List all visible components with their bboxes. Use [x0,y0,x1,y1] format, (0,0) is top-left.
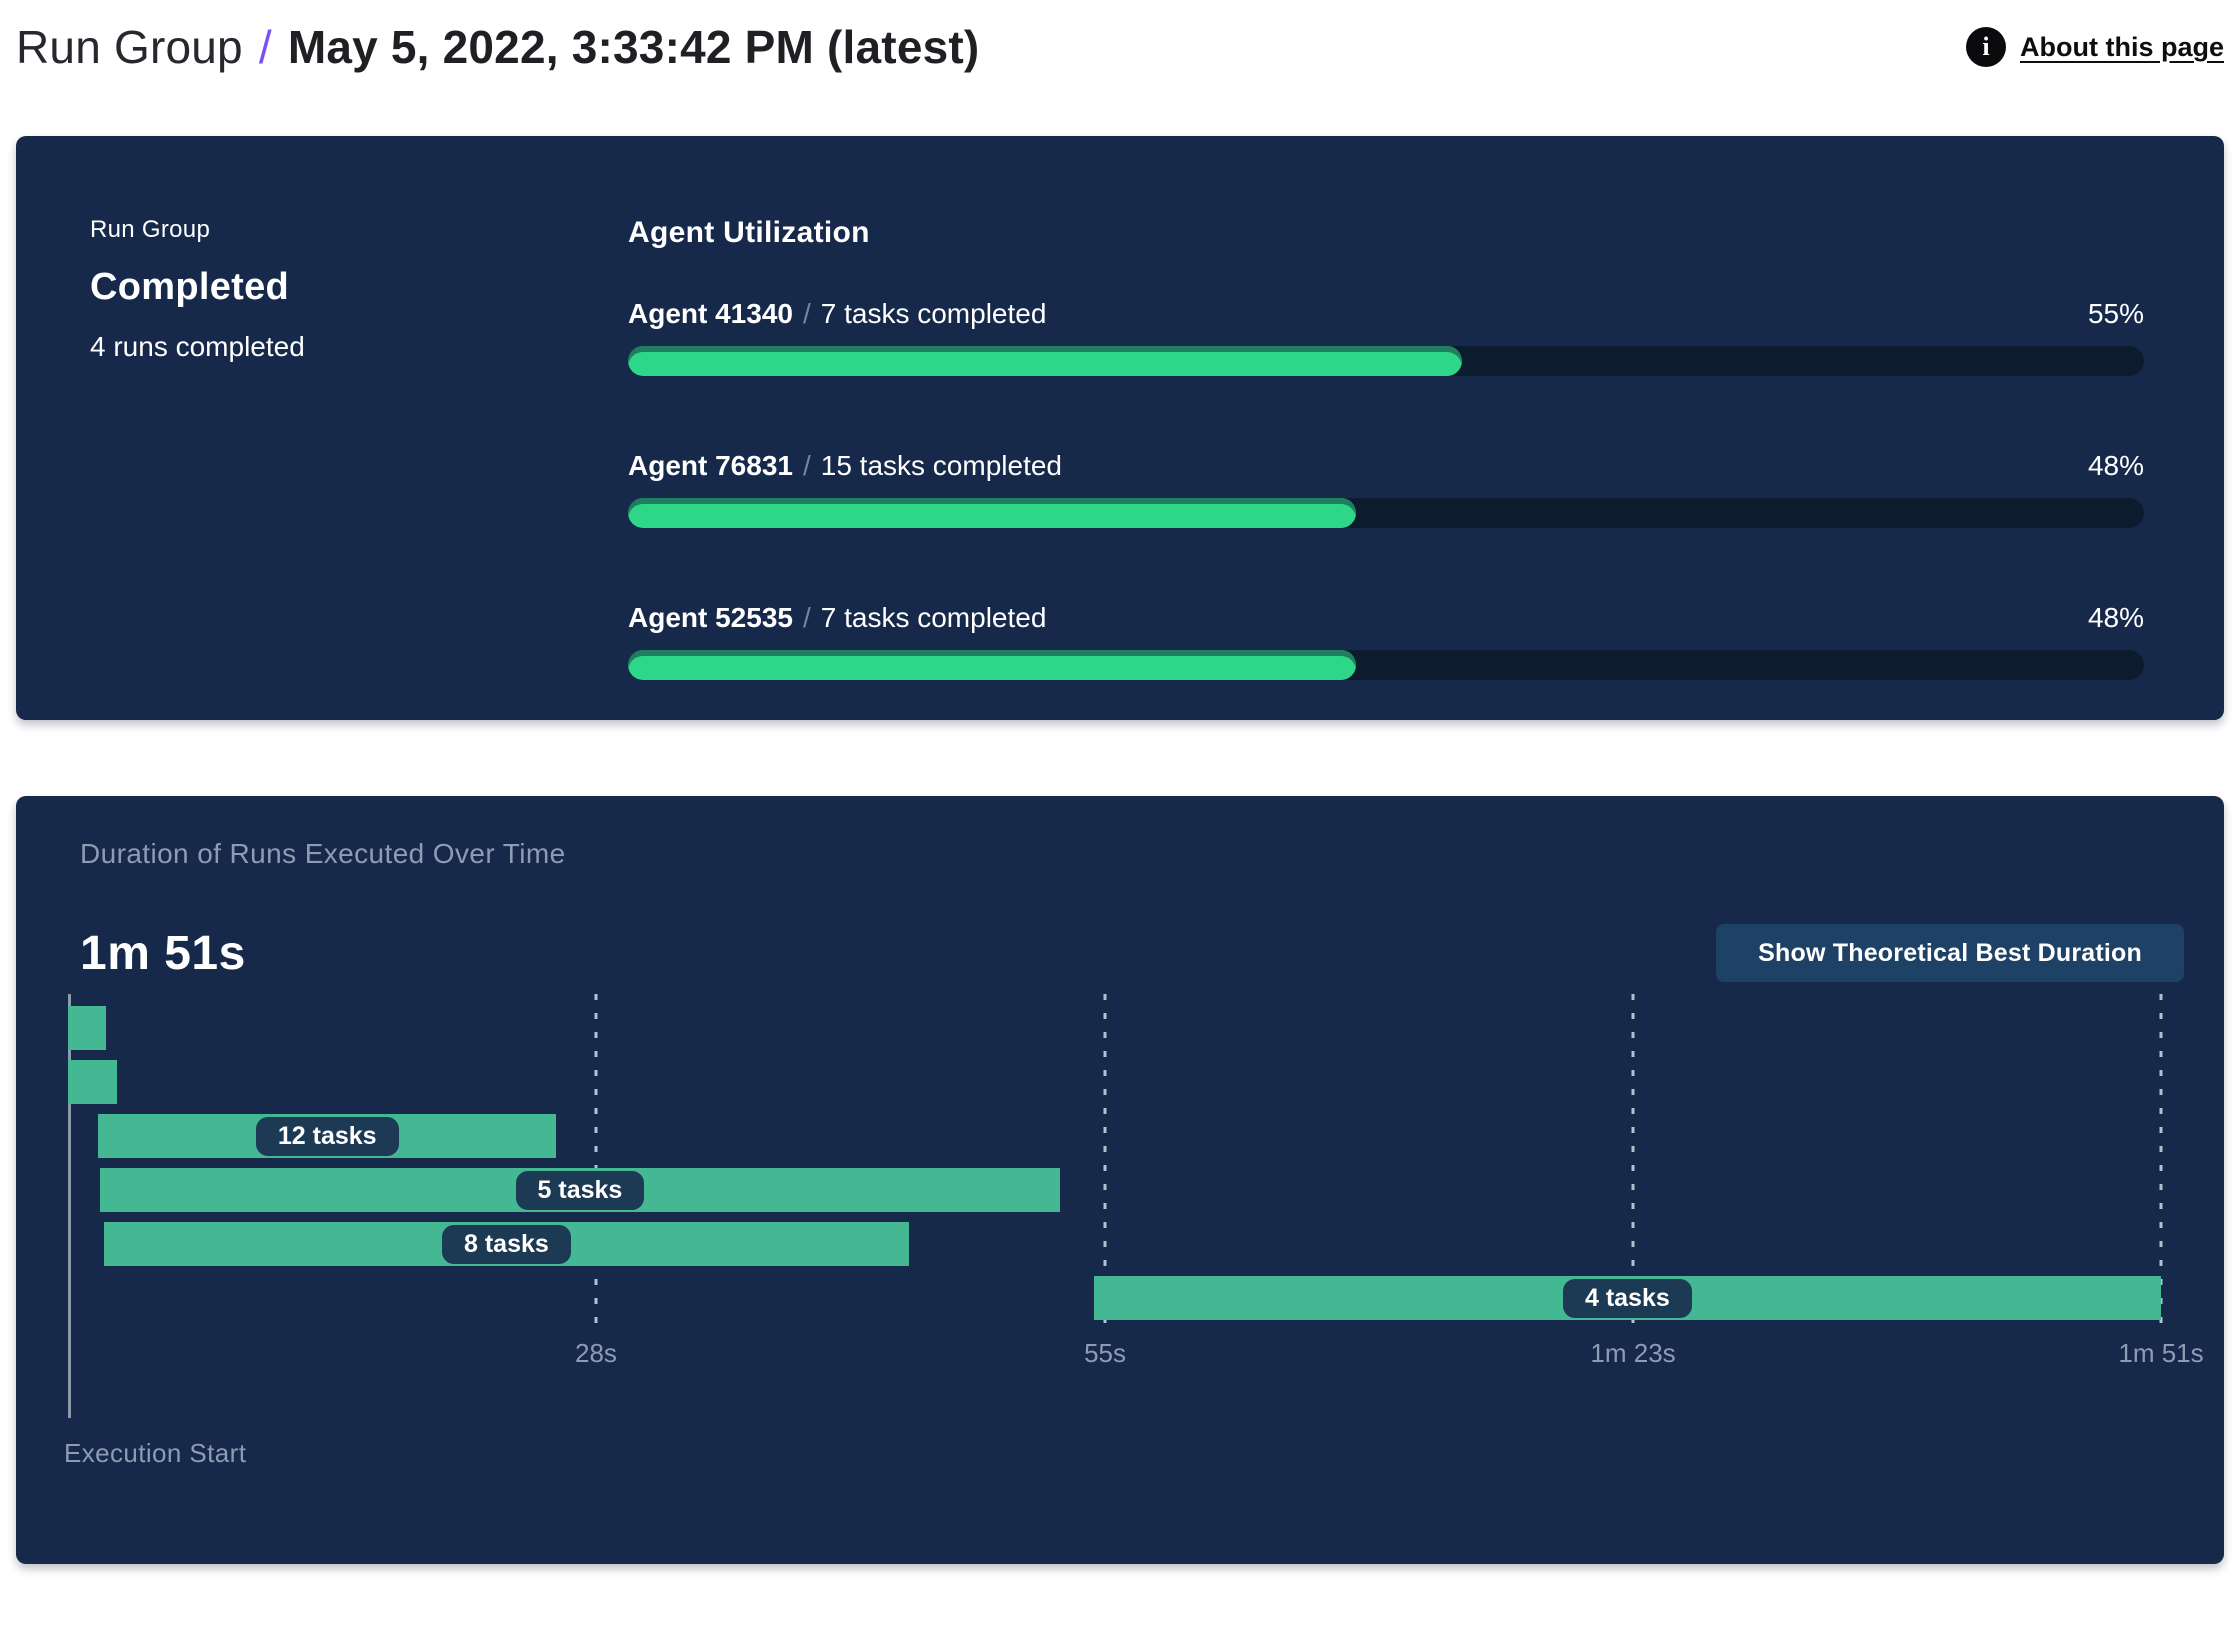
run-bar-8-tasks[interactable]: 8 tasks [103,1222,909,1266]
run-bar[interactable] [68,1060,118,1104]
agent-row: Agent 41340 / 7 tasks completed 55% [628,298,2144,376]
gridline-28s [594,994,598,1334]
agent-row: Agent 52535 / 7 tasks completed 48% [628,602,2144,680]
run-group-summary-panel: Run Group Completed 4 runs completed Age… [16,136,2224,720]
info-icon[interactable]: i [1966,27,2006,67]
run-group-status: Completed [90,266,290,308]
agent-tasks-completed: 7 tasks completed [820,298,1047,329]
agent-separator: / [802,602,811,633]
axis-tick-label: 28s [574,1338,617,1368]
total-duration-value: 1m 51s [80,926,246,980]
agent-progress-track [628,346,2144,376]
agent-utilization-section: Agent Utilization Agent 41340 / 7 tasks co… [628,216,2144,720]
agent-row: Agent 76831 / 15 tasks completed 48% [628,450,2144,528]
breadcrumb-run-group: Run Group [16,21,243,73]
agent-name: Agent 41340 [628,298,793,329]
duration-chart-header: 1m 51s Show Theoretical Best Duration [80,924,2224,982]
breadcrumb: Run Group / May 5, 2022, 3:33:42 PM (lat… [16,20,979,74]
breadcrumb-separator: / [258,21,272,73]
agent-utilization-percent: 55% [2087,298,2144,329]
gridline-1m-51s [2159,994,2163,1334]
gridline-55s [1103,994,1107,1334]
run-group-label: Run Group [90,216,211,243]
duration-chart-title: Duration of Runs Executed Over Time [80,838,566,869]
x-axis-labels: 28s 55s 1m 23s 1m 51s [68,1338,2204,1368]
agent-separator: / [802,450,811,481]
run-bar[interactable] [68,1006,106,1050]
execution-start-axis-line [68,994,71,1418]
agent-tasks-completed: 15 tasks completed [820,450,1062,481]
page-header: Run Group / May 5, 2022, 3:33:42 PM (lat… [16,0,2224,78]
page-title: May 5, 2022, 3:33:42 PM (latest) [287,21,980,73]
show-theoretical-best-duration-button[interactable]: Show Theoretical Best Duration [1716,924,2184,982]
agent-utilization-list: Agent 41340 / 7 tasks completed 55% Agent 76… [628,298,2144,680]
execution-start-label: Execution Start [64,1438,247,1468]
agent-progress-fill [628,498,1356,528]
about-this-page-link[interactable]: i About this page [1966,27,2224,67]
run-group-summary: Run Group Completed 4 runs completed [90,216,628,720]
agent-separator: / [802,298,811,329]
agent-tasks-completed: 7 tasks completed [820,602,1047,633]
run-bar-12-tasks[interactable]: 12 tasks [98,1114,557,1158]
run-bar-4-tasks[interactable]: 4 tasks [1093,1276,2161,1320]
agent-progress-fill [628,346,1462,376]
axis-tick-label: 55s [1084,1338,1127,1368]
run-bar-5-tasks[interactable]: 5 tasks [100,1168,1060,1212]
agent-utilization-percent: 48% [2087,602,2144,633]
agent-progress-track [628,498,2144,528]
task-count-pill: 4 tasks [1562,1278,1692,1318]
agent-utilization-percent: 48% [2087,450,2144,481]
agent-progress-track [628,650,2144,680]
axis-tick-label: 1m 51s [2118,1338,2204,1368]
runs-completed-count: 4 runs completed [90,331,305,362]
gridline-1m-23s [1631,994,1635,1334]
gantt-chart: 12 tasks 5 tasks 8 tasks 4 tasks 28s 55s 1m 2… [68,994,2204,1368]
agent-name: Agent 52535 [628,602,793,633]
task-count-pill: 12 tasks [255,1116,399,1156]
task-count-pill: 5 tasks [515,1170,645,1210]
agent-utilization-title: Agent Utilization [628,216,870,249]
agent-progress-fill [628,650,1356,680]
about-this-page-label[interactable]: About this page [2020,31,2224,62]
agent-name: Agent 76831 [628,450,793,481]
duration-chart-panel: Duration of Runs Executed Over Time 1m 5… [16,796,2224,1564]
task-count-pill: 8 tasks [441,1224,571,1264]
axis-tick-label: 1m 23s [1590,1338,1676,1368]
